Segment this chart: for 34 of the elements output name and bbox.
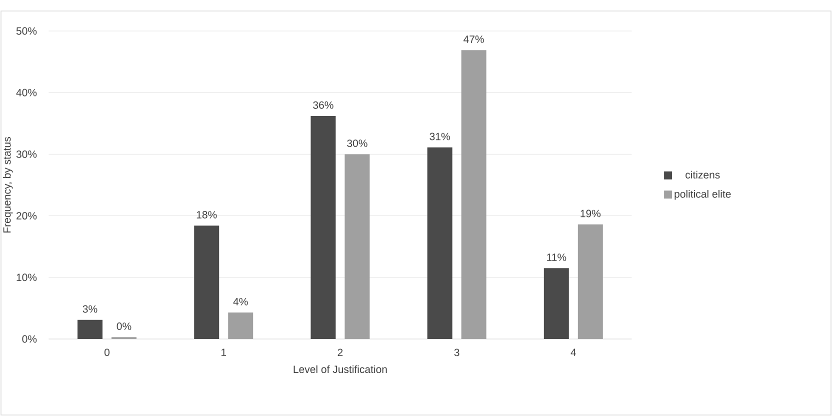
data-label: 4%: [233, 298, 248, 306]
legend-label: citizens: [686, 170, 720, 179]
data-label: 36%: [313, 101, 334, 109]
data-label: 3%: [82, 305, 98, 313]
data-label: 11%: [547, 254, 566, 261]
bar: [310, 116, 336, 339]
data-label: 47%: [464, 36, 484, 43]
bar: [544, 268, 569, 339]
bar: [228, 312, 254, 339]
x-tick-label: 3: [454, 348, 460, 356]
y-tick-label: 30%: [16, 150, 37, 158]
bar: [578, 224, 603, 339]
x-tick-label: 1: [221, 348, 226, 356]
y-tick-label: 50%: [16, 27, 37, 35]
bar: [427, 147, 452, 339]
x-tick-label: 0: [104, 348, 110, 356]
x-tick-label: 4: [570, 348, 576, 356]
bar: [78, 320, 103, 339]
y-tick-label: 10%: [16, 274, 37, 282]
y-tick-label: 0%: [22, 335, 37, 343]
data-label: 31%: [430, 132, 450, 140]
x-axis-title: Level of Justification: [294, 365, 387, 374]
x-tick-label: 2: [338, 348, 343, 356]
bar: [461, 50, 486, 339]
y-tick-label: 20%: [16, 212, 37, 220]
data-label: 19%: [580, 210, 601, 218]
bar: [194, 226, 220, 339]
bar: [344, 154, 370, 339]
legend-label: political elite: [674, 190, 731, 200]
data-label: 30%: [347, 140, 368, 148]
y-tick-label: 40%: [16, 88, 37, 96]
y-axis-title: Frequency, by status: [3, 137, 13, 232]
data-label: 18%: [196, 211, 217, 218]
data-label: 0%: [116, 322, 132, 330]
